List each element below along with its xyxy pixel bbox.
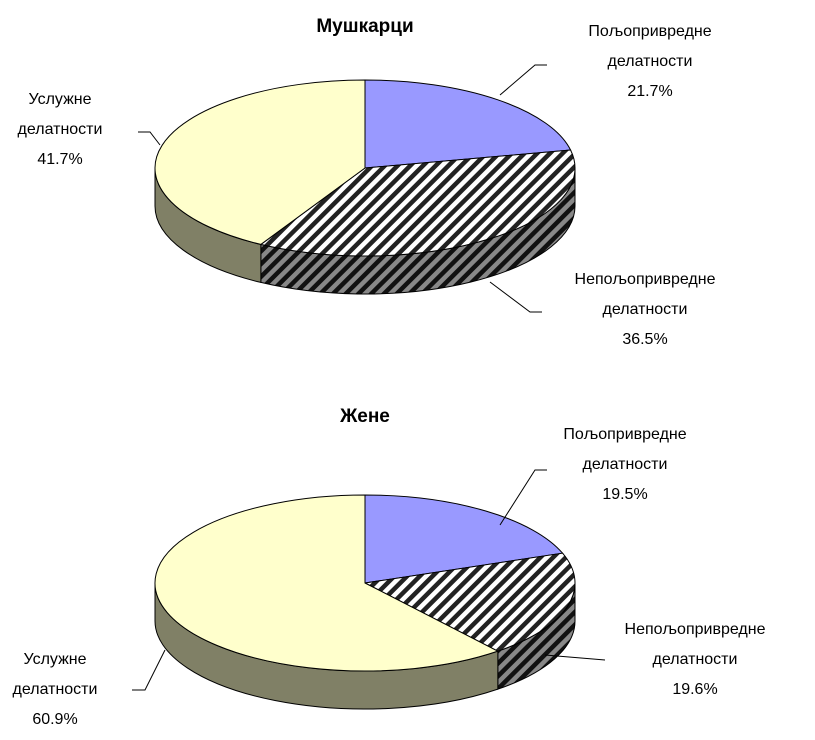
leader-line bbox=[138, 131, 161, 146]
value-label: 19.5% bbox=[602, 486, 648, 503]
pie-slice bbox=[364, 79, 572, 169]
pie-slice bbox=[154, 79, 366, 245]
leader-line bbox=[499, 469, 547, 526]
category-label: Пољопривредне делатности bbox=[563, 426, 687, 473]
value-label: 41.7% bbox=[37, 151, 83, 168]
slice-label: Пољопривредне делатности 19.5% bbox=[550, 420, 700, 510]
category-label: Услужне делатности bbox=[12, 651, 98, 698]
category-label: Непољопривредне делатности bbox=[574, 271, 716, 318]
chart-title: Жене bbox=[340, 406, 390, 427]
chart-title: Мушкарци bbox=[316, 16, 414, 37]
slice-label: Непољопривредне делатности 19.6% bbox=[620, 615, 770, 705]
value-label: 36.5% bbox=[622, 331, 668, 348]
pie-slice bbox=[154, 494, 500, 672]
value-label: 21.7% bbox=[627, 83, 673, 100]
category-label: Пољопривредне делатности bbox=[588, 23, 712, 70]
category-label: Услужне делатности bbox=[17, 91, 103, 138]
pie-slice bbox=[364, 494, 564, 584]
slice-label: Пољопривредне делатности 21.7% bbox=[575, 17, 725, 107]
value-label: 60.9% bbox=[32, 711, 78, 728]
slice-label: Услужне делатности 41.7% bbox=[0, 85, 135, 175]
pie-slice bbox=[259, 149, 576, 257]
slice-label: Услужне делатности 60.9% bbox=[0, 645, 130, 735]
pie-slice bbox=[363, 552, 576, 652]
slice-label: Непољопривредне делатности 36.5% bbox=[570, 265, 720, 355]
leader-line bbox=[544, 654, 606, 661]
value-label: 19.6% bbox=[672, 681, 718, 698]
category-label: Непољопривредне делатности bbox=[624, 621, 766, 668]
leader-line bbox=[499, 64, 547, 96]
leader-line bbox=[132, 649, 166, 691]
leader-line bbox=[489, 281, 542, 313]
